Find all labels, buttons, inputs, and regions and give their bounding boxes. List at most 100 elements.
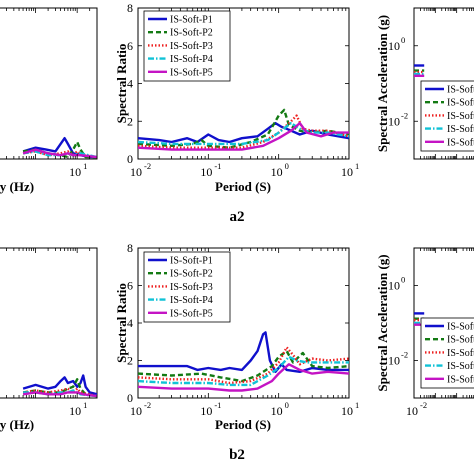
y-tick-label: 0	[127, 391, 133, 405]
x-tick-label: 10	[69, 165, 81, 179]
y-axis-label: Spectral Ratio	[114, 44, 129, 124]
x-tick-exponent: -1	[214, 161, 221, 171]
x-tick-label: 10	[200, 165, 212, 179]
series-line-p3	[22, 150, 97, 159]
y-axis-label: Spectral Acceleration (g)	[375, 254, 390, 391]
legend-label: IS-Soft	[447, 98, 474, 109]
series-line-p1	[138, 121, 349, 144]
x-tick-label: 10	[341, 404, 353, 418]
x-tick-exponent: 0	[285, 400, 289, 410]
series-line-p4	[22, 150, 97, 159]
x-tick-exponent: -2	[420, 400, 427, 410]
legend-label: IS-Soft	[447, 374, 474, 385]
legend-box	[143, 251, 231, 323]
x-tick-label: 10	[130, 165, 142, 179]
y-tick-label: 4	[127, 316, 133, 330]
legend-label: IS-Soft-P4	[170, 54, 213, 65]
x-tick-exponent: 1	[83, 161, 87, 171]
y-tick-label: 2	[127, 114, 133, 128]
y-tick-label: 6	[127, 39, 133, 53]
x-tick-label: 10	[69, 404, 81, 418]
y-tick-exponent: -2	[401, 350, 408, 360]
y-tick-label: 10	[388, 354, 400, 368]
y-tick-label: 10	[388, 114, 400, 128]
chart-a2-left: 101 cy (Hz)	[0, 7, 98, 194]
legend-box	[143, 10, 231, 82]
legend-label: IS-Soft-P3	[170, 282, 213, 293]
legend-label: IS-Soft	[447, 322, 474, 333]
legend-label: IS-Soft	[447, 348, 474, 359]
x-tick-exponent: 1	[355, 400, 359, 410]
legend-label: IS-Soft-P4	[170, 295, 213, 306]
series-line-p5	[138, 363, 349, 392]
series-line-p1	[22, 374, 97, 396]
y-tick-exponent: -2	[401, 110, 408, 120]
series-line-p5	[22, 148, 97, 159]
legend: IS-Soft-P1 IS-Soft-P2 IS-Soft-P3 IS-Soft-P4…	[143, 251, 231, 323]
series-line-p4	[138, 121, 349, 146]
legend: IS-Soft-P1 IS-Soft-P2 IS-Soft-P3 IS-Soft-P4…	[143, 10, 231, 82]
x-tick-exponent: 0	[285, 161, 289, 171]
series-line-p1	[138, 331, 349, 373]
y-tick-label: 10	[388, 39, 400, 53]
y-axis-label: Spectral Acceleration (g)	[375, 15, 390, 152]
legend-label: IS-Soft-P1	[170, 256, 213, 267]
legend-label: IS-Soft-P3	[170, 41, 213, 52]
x-tick-exponent: -2	[144, 161, 151, 171]
y-tick-label: 8	[127, 241, 133, 255]
series-line-p2	[138, 349, 349, 383]
y-tick-label: 2	[127, 354, 133, 368]
legend: IS-Soft IS-Soft IS-Soft IS-Soft IS-Soft	[420, 80, 474, 152]
x-tick-exponent: 1	[83, 400, 87, 410]
legend-box	[420, 80, 474, 152]
legend-label: IS-Soft-P5	[170, 67, 213, 78]
legend-label: IS-Soft-P1	[170, 15, 213, 26]
y-tick-label: 0	[127, 152, 133, 166]
x-axis-label: Period (S)	[215, 179, 271, 194]
legend-label: IS-Soft	[447, 111, 474, 122]
x-tick-label: 10	[200, 404, 212, 418]
legend-label: IS-Soft	[447, 85, 474, 96]
legend-label: IS-Soft	[447, 137, 474, 148]
panel-label-b2: b2	[229, 447, 245, 463]
y-axis-label: Spectral Ratio	[114, 283, 129, 363]
series-line-p3	[22, 387, 97, 398]
legend-label: IS-Soft	[447, 335, 474, 346]
legend-label: IS-Soft-P2	[170, 269, 213, 280]
y-tick-exponent: 0	[401, 275, 405, 285]
series-line-p5	[22, 391, 97, 398]
y-tick-label: 4	[127, 77, 133, 91]
series-line-p3	[138, 346, 349, 385]
x-tick-exponent: -2	[144, 400, 151, 410]
y-tick-exponent: 0	[401, 35, 405, 45]
x-tick-label: 10	[271, 165, 283, 179]
chart-b2-left: 101 cy (Hz)	[0, 247, 98, 432]
x-tick-exponent: 1	[355, 161, 359, 171]
series-line-p3	[138, 114, 349, 149]
series-line-p4	[138, 355, 349, 387]
legend-label: IS-Soft	[447, 361, 474, 372]
series-line-p5	[138, 121, 349, 151]
panel-label-a2: a2	[230, 209, 245, 225]
y-tick-label: 10	[388, 279, 400, 293]
legend-label: IS-Soft-P2	[170, 28, 213, 39]
y-tick-label: 6	[127, 279, 133, 293]
x-axis-label: cy (Hz)	[0, 417, 34, 432]
legend-label: IS-Soft	[447, 124, 474, 135]
x-tick-label: 10	[130, 404, 142, 418]
y-tick-label: 8	[127, 1, 133, 15]
x-axis-label: Period (S)	[215, 417, 271, 432]
x-tick-label: 10	[341, 165, 353, 179]
legend: IS-Soft IS-Soft IS-Soft IS-Soft IS-Soft	[420, 317, 474, 389]
x-tick-label: 10	[406, 404, 418, 418]
axes-frame	[0, 7, 98, 160]
x-axis-label: cy (Hz)	[0, 179, 34, 194]
x-tick-label: 10	[271, 404, 283, 418]
x-tick-exponent: -1	[214, 400, 221, 410]
legend-label: IS-Soft-P5	[170, 308, 213, 319]
